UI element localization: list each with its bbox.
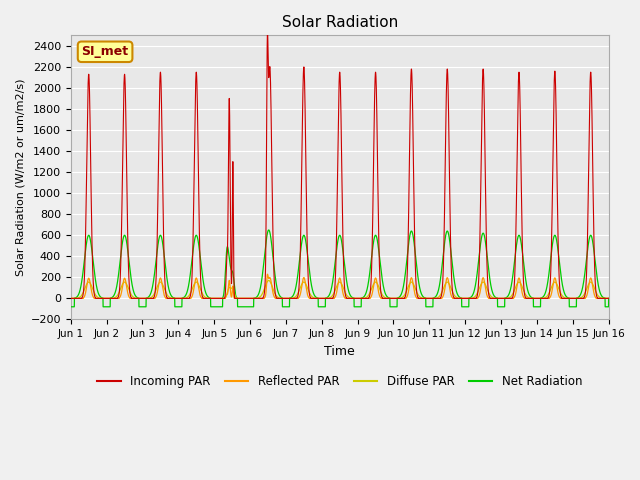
Legend: Incoming PAR, Reflected PAR, Diffuse PAR, Net Radiation: Incoming PAR, Reflected PAR, Diffuse PAR…: [93, 371, 587, 393]
Text: SI_met: SI_met: [81, 45, 129, 58]
Y-axis label: Solar Radiation (W/m2 or um/m2/s): Solar Radiation (W/m2 or um/m2/s): [15, 79, 25, 276]
X-axis label: Time: Time: [324, 345, 355, 358]
Title: Solar Radiation: Solar Radiation: [282, 15, 398, 30]
